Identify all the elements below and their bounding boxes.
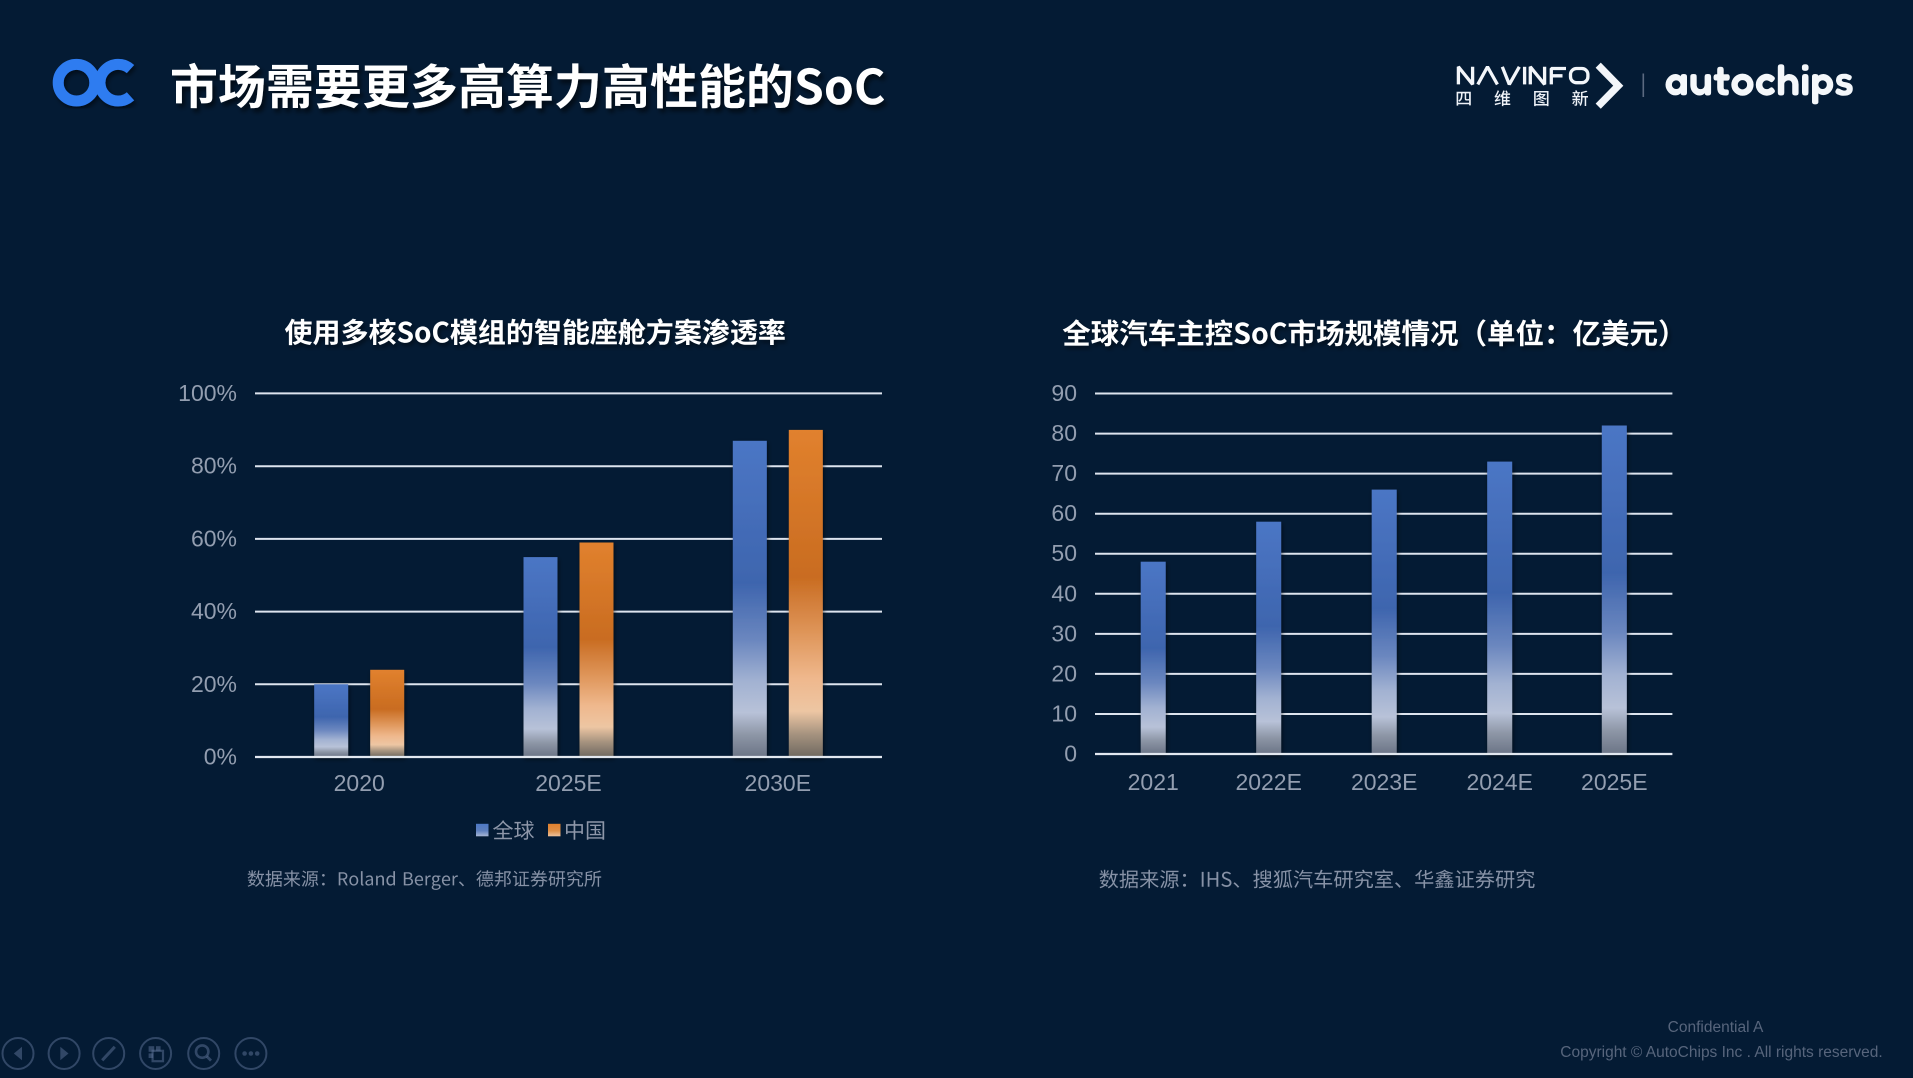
svg-text:20%: 20%	[191, 671, 237, 697]
svg-text:80%: 80%	[191, 453, 237, 479]
svg-text:40%: 40%	[191, 598, 237, 624]
svg-text:90: 90	[1051, 380, 1077, 406]
svg-text:2030E: 2030E	[745, 770, 812, 796]
svg-text:10: 10	[1051, 701, 1077, 727]
svg-text:Confidential A: Confidential A	[1668, 1019, 1764, 1036]
svg-text:2025E: 2025E	[535, 770, 602, 796]
svg-text:30: 30	[1051, 620, 1077, 646]
svg-text:50: 50	[1051, 540, 1077, 566]
svg-text:70: 70	[1051, 460, 1077, 486]
svg-text:100%: 100%	[178, 380, 237, 406]
svg-text:2023E: 2023E	[1351, 769, 1418, 795]
svg-text:2022E: 2022E	[1235, 769, 1302, 795]
svg-text:40: 40	[1051, 580, 1077, 606]
svg-text:0%: 0%	[204, 744, 237, 770]
svg-text:60%: 60%	[191, 525, 237, 551]
svg-text:20: 20	[1051, 660, 1077, 686]
svg-text:80: 80	[1051, 420, 1077, 446]
svg-text:2020: 2020	[334, 770, 385, 796]
svg-text:60: 60	[1051, 500, 1077, 526]
svg-text:2021: 2021	[1128, 769, 1179, 795]
svg-text:0: 0	[1064, 741, 1077, 767]
svg-text:Copyright © AutoChips Inc . Al: Copyright © AutoChips Inc . All rights r…	[1560, 1044, 1882, 1061]
svg-text:2024E: 2024E	[1466, 769, 1533, 795]
svg-text:2025E: 2025E	[1581, 769, 1648, 795]
